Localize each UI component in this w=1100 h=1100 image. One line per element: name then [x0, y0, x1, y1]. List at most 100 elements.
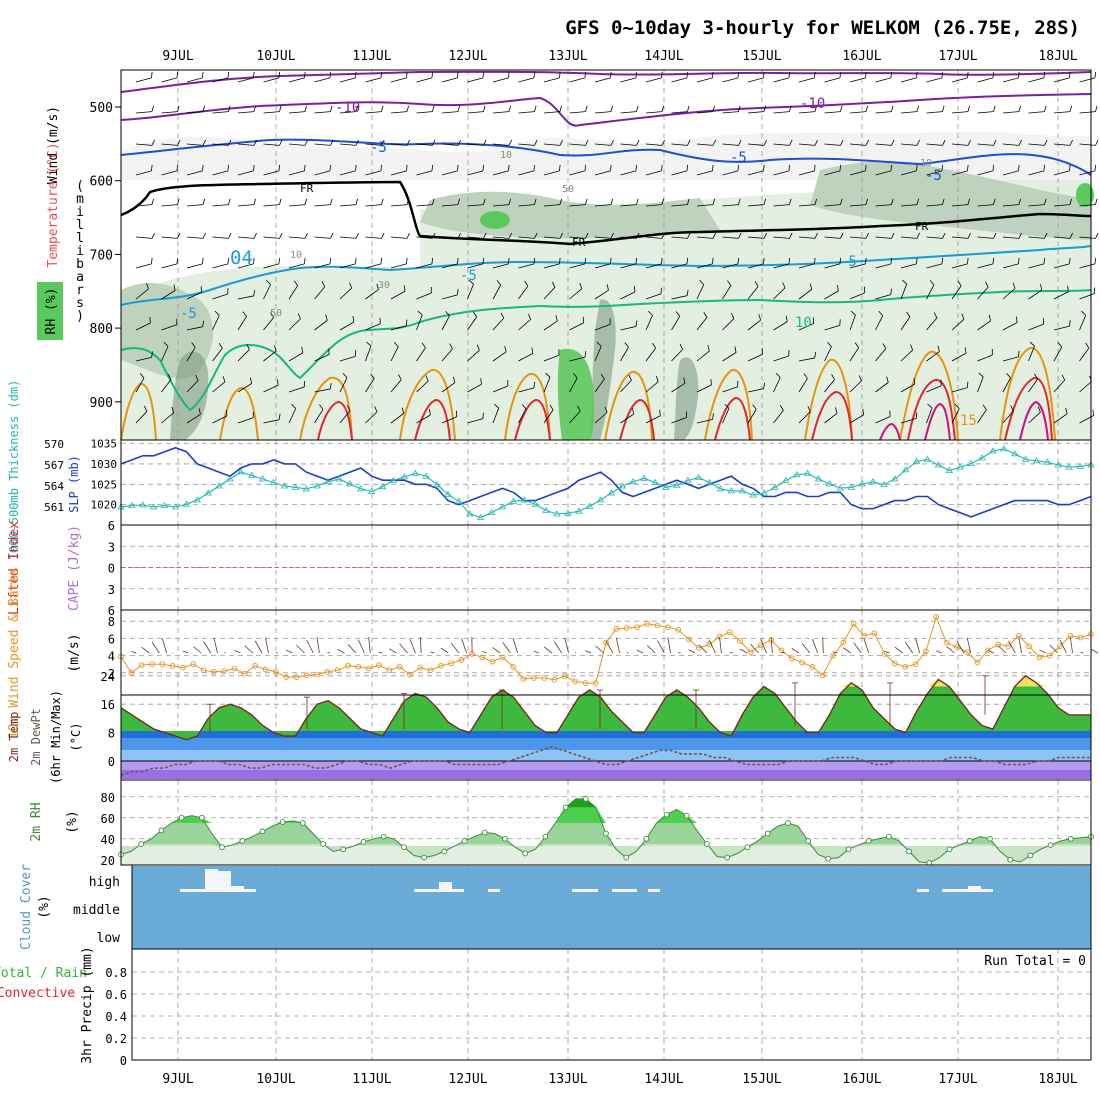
wind10-barb: [843, 647, 852, 654]
wind-barb-shaft: [645, 263, 662, 269]
wind-barb-shaft: [492, 170, 509, 176]
wind-barb-flag: [712, 71, 714, 78]
wind-barb-shaft: [1028, 236, 1045, 239]
wind-barb-shaft: [671, 316, 681, 331]
wind-barb-shaft: [365, 236, 382, 239]
wind-barb-flag: [381, 139, 385, 146]
wind-barb-flag: [585, 198, 588, 205]
rh2m-marker: [259, 828, 266, 835]
wind-barb-shaft: [467, 170, 484, 176]
wind-barb-flag: [1065, 407, 1068, 414]
isolines: [120, 70, 1092, 441]
wind-barb-flag: [381, 232, 385, 239]
wind-barb-flag: [293, 280, 299, 286]
wind-barb-flag: [1044, 232, 1048, 239]
wind-barb-flag: [635, 320, 638, 327]
wind10-marker: [572, 678, 578, 685]
wind-barb-flag: [1069, 139, 1073, 146]
wind10-marker: [830, 652, 836, 659]
wind-barb-shaft: [798, 378, 808, 393]
wind-barb-shaft: [237, 263, 254, 269]
wind-barb-shaft: [161, 324, 177, 331]
li-tick-label: 6: [108, 604, 115, 618]
left-label-temp2m-a: 2m Temp: [7, 712, 21, 763]
wind-barb-shaft: [441, 204, 458, 207]
wind-barb-shaft: [977, 320, 991, 331]
wind-barb-flag: [1094, 71, 1097, 78]
wind-barb-shaft: [467, 111, 484, 114]
wind-barb-flag: [661, 198, 665, 205]
wind-barb-shaft: [365, 323, 381, 331]
wind-barb-flag: [840, 198, 843, 205]
wind-barb-shaft: [543, 204, 560, 207]
wind-barb-flag: [831, 374, 835, 380]
wind-barb-shaft: [314, 236, 331, 239]
wind-barb-shaft: [288, 143, 305, 146]
rh2m-marker: [300, 820, 306, 826]
wind-barb-flag: [304, 232, 308, 239]
wind-barb-flag: [788, 71, 791, 78]
date-label-top: 16JUL: [842, 49, 881, 64]
label-c10: 10: [795, 315, 812, 331]
wind10-barb: [904, 641, 914, 654]
wind-barb-shaft: [390, 290, 406, 300]
wind-barb-shaft: [288, 170, 305, 176]
wind-barb-flag: [1044, 105, 1047, 112]
wind-barb-shaft: [594, 346, 602, 362]
wind-barb-shaft: [416, 292, 432, 300]
thickness-marker: [640, 474, 648, 481]
wind-barb-shaft: [569, 410, 581, 424]
thickness-marker: [313, 482, 321, 489]
wind-barb-shaft: [824, 346, 832, 362]
wind-tick-label: 4: [108, 650, 115, 664]
thickness-tick-label: 561: [44, 501, 64, 514]
wind-barb-flag: [712, 105, 716, 112]
date-label-bottom: 17JUL: [938, 1072, 977, 1087]
wind-barb-shaft: [900, 316, 911, 331]
thickness-marker: [684, 476, 692, 483]
cloud-level-label: low: [97, 931, 121, 946]
wind-barb-flag: [559, 257, 561, 264]
wind-barb-flag: [1043, 257, 1046, 264]
wind-barb-shaft: [824, 290, 839, 300]
wind-barb-flag: [533, 71, 536, 78]
wind-barb-flag: [978, 372, 984, 378]
wind10-barb: [461, 638, 467, 654]
wind-barb-flag: [355, 232, 359, 239]
wind-barb-shaft: [441, 348, 453, 362]
thickness-marker: [1076, 462, 1084, 469]
wind-barb-shaft: [645, 381, 659, 393]
wind10-marker: [644, 620, 651, 627]
wind-barb-flag: [202, 71, 204, 78]
wind-barb-flag: [827, 341, 832, 347]
wind-barb-shaft: [135, 357, 152, 362]
wind-barb-flag: [374, 406, 378, 413]
wind-barb-shaft: [492, 317, 505, 331]
wind-barb-flag: [712, 232, 716, 239]
wind-barb-shaft: [518, 408, 527, 424]
wind-barb-flag: [228, 105, 231, 112]
wind-barb-flag: [431, 257, 434, 264]
wind-barb-flag: [840, 105, 843, 112]
wind-barb-flag: [228, 139, 232, 146]
wind-barb-shaft: [1079, 143, 1096, 146]
wind-barb-flag: [432, 105, 435, 112]
wind-barb-shaft: [237, 383, 252, 393]
wind10-marker: [510, 663, 516, 670]
wind-barb-flag: [891, 232, 895, 239]
wind-barb-shaft: [722, 318, 735, 331]
wind-barb-shaft: [186, 263, 203, 269]
wind-barb-flag: [202, 320, 205, 327]
wind10-barb: [151, 641, 160, 654]
wind10-marker: [149, 661, 155, 668]
wind-barb-flag: [890, 71, 893, 78]
wind-barb-shaft: [926, 111, 943, 114]
wind-barb-shaft: [288, 408, 297, 424]
wind10-marker: [386, 667, 393, 674]
wind-barb-shaft: [773, 410, 784, 424]
wind-barb-shaft: [875, 236, 892, 239]
wind-barb-shaft: [135, 236, 152, 239]
date-label-top: 12JUL: [448, 49, 487, 64]
wind-barb-flag: [533, 381, 536, 388]
wind10-marker: [778, 647, 785, 654]
